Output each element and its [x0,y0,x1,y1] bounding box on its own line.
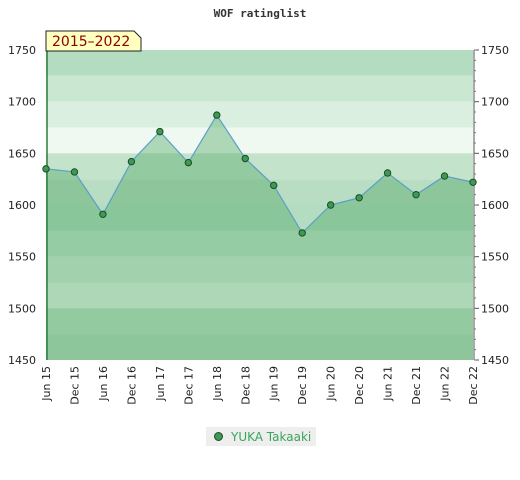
y-tick-label-left: 1750 [8,44,36,57]
x-tick-label: Jun 20 [325,366,338,402]
x-tick-label: Dec 21 [410,366,423,405]
x-tick-label: Jun 21 [382,366,395,402]
y-tick-label-right: 1600 [481,199,509,212]
data-point[interactable] [70,168,79,176]
y-tick-label-left: 1650 [8,147,36,160]
period-badge-box [45,30,142,52]
y-tick-label-left: 1600 [8,199,36,212]
data-point[interactable] [241,154,249,163]
y-tick-label-right: 1450 [481,354,509,367]
data-point[interactable] [383,169,392,177]
data-point[interactable] [355,194,363,202]
background-band [46,127,473,154]
y-tick-label-left: 1700 [8,96,36,109]
data-point[interactable] [440,172,449,180]
y-axis-right: 1450 1500 1550 1600 1650 1700 1750 [473,44,509,367]
y-tick-label-right: 1500 [481,302,509,315]
x-tick-label: Jun 15 [40,366,53,402]
data-point[interactable] [213,111,221,119]
y-tick-label-left: 1550 [8,251,36,264]
data-point[interactable] [184,158,193,167]
y-tick-label-right: 1550 [481,251,509,264]
series-area [46,115,473,360]
y-tick-label-right: 1750 [481,44,509,57]
data-point[interactable] [298,229,306,237]
x-tick-label: Dec 20 [353,366,366,405]
legend-label: YUKA Takaaki [231,429,312,444]
background-band [46,256,473,283]
y-tick-label-left: 1450 [8,354,36,367]
chart-title: WOF ratinglist [214,7,307,20]
legend-marker [214,432,223,441]
background-band [46,205,473,231]
data-point[interactable] [412,190,420,199]
data-point[interactable] [326,201,335,209]
data-point[interactable] [42,165,50,173]
y-axis-left: 1450 1500 1550 1600 1650 1700 1750 [8,44,36,367]
background-bands [46,50,473,360]
series-points-layer [42,111,477,237]
background-band [46,75,473,102]
x-axis: Jun 15 Dec 15 Jun 16 Dec 16 Jun 17 Dec 17 Jun … [40,366,480,405]
data-point[interactable] [469,178,477,186]
x-tick-label: Jun 19 [268,366,281,402]
x-tick-label: Jun 22 [439,366,452,402]
background-band [46,230,473,257]
data-point[interactable] [156,127,164,136]
x-tick-label: Dec 16 [125,366,138,405]
data-point[interactable] [127,157,136,166]
background-band [46,334,473,360]
x-tick-label: Dec 18 [239,366,252,405]
period-badge: 2015–2022 [45,30,142,52]
series-line [45,113,474,234]
background-band [46,101,473,128]
x-tick-label: Jun 16 [97,366,110,402]
background-band [46,153,473,180]
period-badge-label: 2015–2022 [52,34,130,50]
x-tick-label: Dec 19 [296,366,309,405]
data-point[interactable] [270,181,278,190]
area-layer [46,50,473,360]
x-tick-label: Dec 22 [467,366,480,405]
x-tick-label: Dec 17 [182,366,195,405]
x-tick-label: Dec 15 [68,366,81,405]
background-band [46,50,473,76]
background-band [46,308,473,335]
y-tick-label-right: 1650 [481,147,509,160]
y-tick-label-right: 1700 [481,96,509,109]
data-point[interactable] [99,210,107,219]
x-tick-label: Jun 18 [211,366,224,402]
legend: YUKA Takaaki [206,427,316,446]
series-line-layer [45,113,474,234]
y-tick-label-left: 1500 [8,302,36,315]
background-band [46,282,473,309]
x-tick-label: Jun 17 [154,366,167,402]
